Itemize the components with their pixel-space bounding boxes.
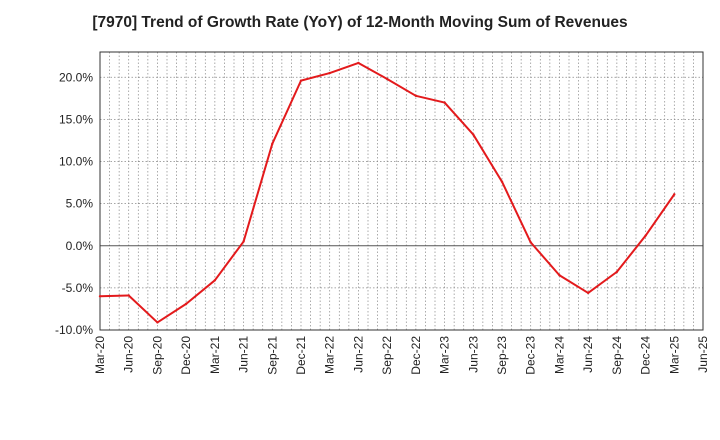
y-tick-label: -5.0% [62,281,94,295]
x-tick-label: Jun-24 [581,336,595,373]
x-tick-label: Sep-22 [380,336,394,375]
x-tick-label: Mar-23 [438,336,452,374]
data-point [644,234,647,237]
x-tick-label: Jun-22 [351,336,365,373]
data-point [472,133,475,136]
data-point [586,291,590,295]
axis-layer [99,51,704,331]
x-tick-label: Jun-25 [696,336,710,373]
y-tick-label: 5.0% [66,197,94,211]
y-tick-label: 10.0% [59,155,93,169]
chart-title: [7970] Trend of Growth Rate (YoY) of 12-… [92,14,628,31]
x-tick-label: Mar-20 [93,336,107,374]
data-point [184,302,188,306]
x-tick-label: Sep-24 [610,336,624,375]
label-layer: -10.0% -5.0% 0.0% 5.0% 10.0% 15.0% 20.0% Mar-20… [55,70,710,374]
x-tick-label: Jun-21 [237,336,251,373]
y-tick-label: 0.0% [66,239,94,253]
x-tick-label: Dec-23 [524,336,538,375]
y-tick-label: -10.0% [55,323,93,337]
data-point [98,295,102,298]
data-point [127,294,130,297]
data-point [271,142,274,146]
x-tick-label: Dec-22 [409,336,423,375]
y-tick-label: 20.0% [59,70,93,84]
x-tick-label: Dec-24 [639,336,653,375]
x-tick-label: Dec-21 [294,336,308,375]
data-point [414,94,418,98]
data-point [328,71,331,75]
data-point [213,279,217,282]
data-point [299,79,303,82]
data-point [615,270,619,274]
data-point [500,180,504,183]
grid-layer [100,52,703,331]
x-tick-label: Mar-22 [323,336,337,374]
x-tick-label: Mar-21 [208,336,222,374]
x-tick-label: Sep-21 [265,336,279,375]
data-point [529,241,532,244]
data-point [156,321,159,324]
series-layer [98,61,676,324]
data-point [443,101,446,104]
plot-frame [99,51,704,331]
x-tick-label: Sep-23 [495,336,509,375]
data-point [385,77,389,81]
data-point [558,274,561,277]
x-tick-label: Dec-20 [179,336,193,375]
data-point [357,61,360,65]
x-tick-label: Mar-25 [667,336,681,374]
data-point [673,193,676,196]
x-tick-label: Jun-20 [122,336,136,373]
x-tick-label: Mar-24 [552,336,566,374]
x-tick-label: Jun-23 [466,336,480,373]
x-tick-label: Sep-20 [150,336,164,375]
y-tick-label: 15.0% [59,112,93,126]
data-point [242,240,245,243]
